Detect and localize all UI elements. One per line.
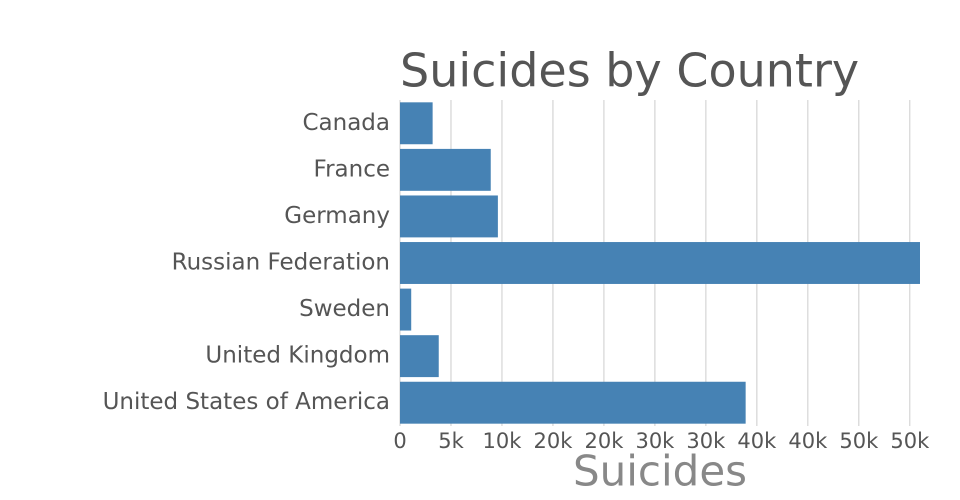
bar [400, 288, 412, 331]
x-tick-label: 20k [533, 429, 573, 453]
x-tick-label: 40k [788, 429, 828, 453]
bar [400, 195, 498, 238]
y-tick-label: Sweden [299, 296, 390, 322]
x-tick-label: 0 [393, 429, 406, 453]
y-tick-label: France [314, 156, 390, 182]
x-tick-label: 30k [686, 429, 726, 453]
bar [400, 242, 920, 284]
x-axis-label: Suicides [573, 447, 747, 496]
y-tick-label: United Kingdom [205, 343, 390, 369]
x-tick-label: 10k [483, 429, 523, 453]
y-tick-label: United States of America [103, 389, 390, 415]
y-tick-label: Canada [302, 110, 390, 136]
x-tick-label: 50k [890, 429, 930, 453]
chart-title: Suicides by Country [400, 44, 859, 98]
x-tick-label: 5k [438, 429, 464, 453]
x-tick-label: 40k [737, 429, 777, 453]
bar [400, 335, 439, 378]
x-tick-label: 20k [584, 429, 624, 453]
bar [400, 102, 433, 145]
y-tick-label: Germany [284, 203, 390, 229]
y-tick-label: Russian Federation [172, 250, 390, 276]
bar [400, 148, 491, 191]
x-tick-label: 50k [839, 429, 879, 453]
bar [400, 381, 746, 424]
x-tick-label: 30k [635, 429, 675, 453]
